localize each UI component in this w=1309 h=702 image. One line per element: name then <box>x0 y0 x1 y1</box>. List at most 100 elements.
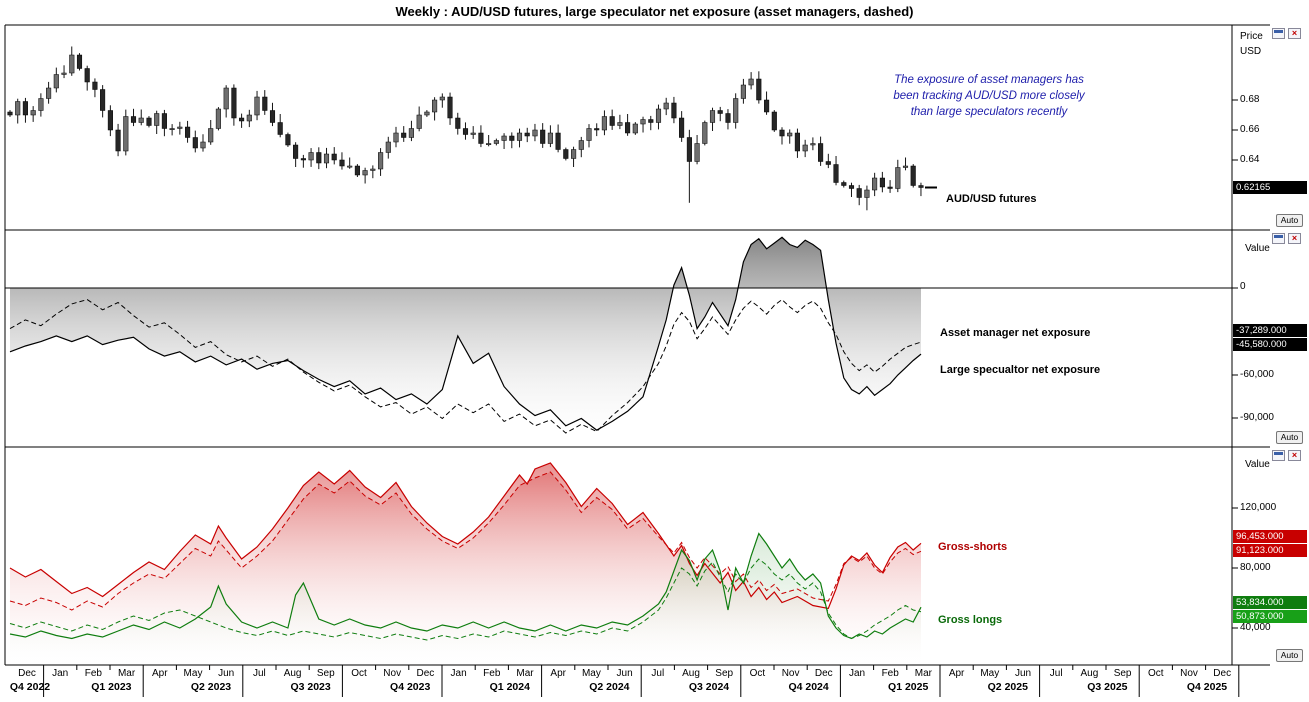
x-axis-month-label: Apr <box>152 668 168 679</box>
x-axis-month-label: Feb <box>84 668 102 679</box>
x-axis-month-label: Dec <box>416 668 435 679</box>
x-axis-month-label: Apr <box>948 668 965 679</box>
exposure-tick-label: -60,000 <box>1240 369 1274 380</box>
x-axis-quarter-label: Q3 2025 <box>1087 681 1128 693</box>
price-axis-unit: USD <box>1240 46 1262 57</box>
gross-longs-dashed-value-box: 50,873.000 <box>1233 610 1307 623</box>
x-axis-month-label: Jan <box>52 668 69 679</box>
exposure-panel-series <box>9 236 922 434</box>
x-axis-month-label: Jan <box>450 668 467 679</box>
x-axis-month-label: Nov <box>383 668 402 679</box>
x-axis-month-label: Jul <box>1049 668 1063 679</box>
x-axis-month-label: Mar <box>516 668 534 679</box>
chart-title: Weekly : AUD/USD futures, large speculat… <box>395 4 914 19</box>
x-axis-month-label: Sep <box>316 668 335 679</box>
large-speculator-value-box: -45,580.000 <box>1233 338 1307 351</box>
x-axis-month-label: Dec <box>814 668 833 679</box>
auto-scale-button[interactable]: Auto <box>1276 431 1303 444</box>
x-axis-quarter-label: Q3 2024 <box>688 681 730 693</box>
exposure-tick-label: -90,000 <box>1240 412 1274 423</box>
x-axis-month-label: Mar <box>914 668 932 679</box>
x-axis-quarter-label: Q2 2023 <box>190 681 232 693</box>
annotation-note: The exposure of asset managers has been … <box>858 72 1120 120</box>
x-axis-month-label: Jul <box>252 668 266 679</box>
x-axis-month-label: Aug <box>682 668 700 679</box>
time-axis[interactable]: Dec Jan Feb Mar Apr May Jun Jul Aug Sep Oct Nov Dec J… <box>0 666 1309 702</box>
x-axis-month-label: Jun <box>1014 668 1032 679</box>
gross-panel-series <box>9 462 922 663</box>
exposure-axis-title: Value <box>1245 243 1270 254</box>
x-axis-month-label: Jul <box>651 668 665 679</box>
close-icon[interactable]: × <box>1288 450 1301 461</box>
x-axis-month-label: May <box>581 668 601 679</box>
x-axis-month-label: Apr <box>550 668 566 679</box>
restore-icon[interactable] <box>1272 450 1285 461</box>
gross-shorts-dashed-value-box: 91,123.000 <box>1233 544 1307 557</box>
price-tick-label: 0.64 <box>1240 154 1260 165</box>
restore-icon[interactable] <box>1272 28 1285 39</box>
x-axis-quarter-label: Q4 2023 <box>390 681 431 693</box>
x-axis-month-label: Nov <box>1180 668 1198 679</box>
gross-tick-label: 80,000 <box>1240 562 1271 573</box>
x-axis-month-label: Sep <box>1113 668 1132 679</box>
last-price-box: 0.62165 <box>1233 181 1307 194</box>
annotation-line: been tracking AUD/USD more closely <box>893 90 1085 102</box>
x-axis-quarter-label: Q2 2024 <box>589 681 630 693</box>
price-tick-label: 0.66 <box>1240 124 1260 135</box>
asset-manager-value-box: -37,289.000 <box>1233 324 1307 337</box>
restore-icon[interactable] <box>1272 233 1285 244</box>
large-speculator-label: Large specualtor net exposure <box>940 364 1101 376</box>
x-axis-month-label: Oct <box>749 668 766 679</box>
x-axis-quarter-label: Q4 2025 <box>1186 681 1228 693</box>
gross-longs-solid-line <box>9 532 922 640</box>
x-axis-month-label: Mar <box>117 668 136 679</box>
x-axis-month-label: Jun <box>218 668 235 679</box>
x-axis-month-label: Aug <box>1080 668 1099 679</box>
x-axis-month-label: Feb <box>881 668 899 679</box>
gross-shorts-dashed-line <box>9 471 922 611</box>
gross-longs-dashed-line <box>9 558 922 641</box>
gross-shorts-label: Gross-shorts <box>938 541 1008 553</box>
x-axis-quarter-label: Q4 2024 <box>788 681 829 693</box>
x-axis-quarter-label: Q1 2024 <box>489 681 530 693</box>
annotation-line: than large speculators recently <box>910 106 1068 118</box>
x-axis-month-label: Sep <box>715 668 734 679</box>
x-axis-month-label: Nov <box>781 668 800 679</box>
x-axis-month-label: May <box>980 668 1000 679</box>
close-icon[interactable]: × <box>1288 233 1301 244</box>
x-axis-quarter-label: Q4 2022 <box>9 681 51 693</box>
x-axis-month-label: Oct <box>1148 668 1164 679</box>
x-axis-quarter-label: Q1 2023 <box>91 681 132 693</box>
price-panel-series <box>7 46 924 211</box>
x-axis-month-label: Oct <box>351 668 367 679</box>
x-axis-month-label: Dec <box>18 668 36 679</box>
x-axis-month-label: Jun <box>616 668 633 679</box>
large-speculator-net-line <box>9 236 922 431</box>
gross-longs-solid-value-box: 53,834.000 <box>1233 596 1307 609</box>
x-axis-month-label: Feb <box>483 668 501 679</box>
x-axis-quarter-label: Q3 2023 <box>290 681 331 693</box>
gross-shorts-solid-value-box: 96,453.000 <box>1233 530 1307 543</box>
x-axis-month-label: Jan <box>848 668 866 679</box>
gross-longs-label: Gross longs <box>938 614 1003 626</box>
gross-tick-label: 40,000 <box>1240 622 1271 633</box>
auto-scale-button[interactable]: Auto <box>1276 649 1303 662</box>
x-axis-quarter-label: Q1 2025 <box>888 681 929 693</box>
gross-shorts-solid-line <box>9 462 922 610</box>
price-axis-title: Price <box>1240 31 1263 42</box>
annotation-line: The exposure of asset managers has <box>894 74 1084 86</box>
close-icon[interactable]: × <box>1288 28 1301 39</box>
price-tick-label: 0.68 <box>1240 94 1260 105</box>
x-axis-quarter-label: Q2 2025 <box>987 681 1028 693</box>
exposure-tick-label: 0 <box>1240 281 1246 292</box>
audusd-series-label: AUD/USD futures <box>946 193 1037 205</box>
auto-scale-button[interactable]: Auto <box>1276 214 1303 227</box>
asset-manager-label: Asset manager net exposure <box>940 327 1091 339</box>
gross-tick-label: 120,000 <box>1240 502 1277 513</box>
x-axis-month-label: Aug <box>283 668 302 679</box>
gross-axis-title: Value <box>1245 459 1270 470</box>
x-axis-month-label: May <box>183 668 203 679</box>
x-axis-month-label: Dec <box>1213 668 1232 679</box>
